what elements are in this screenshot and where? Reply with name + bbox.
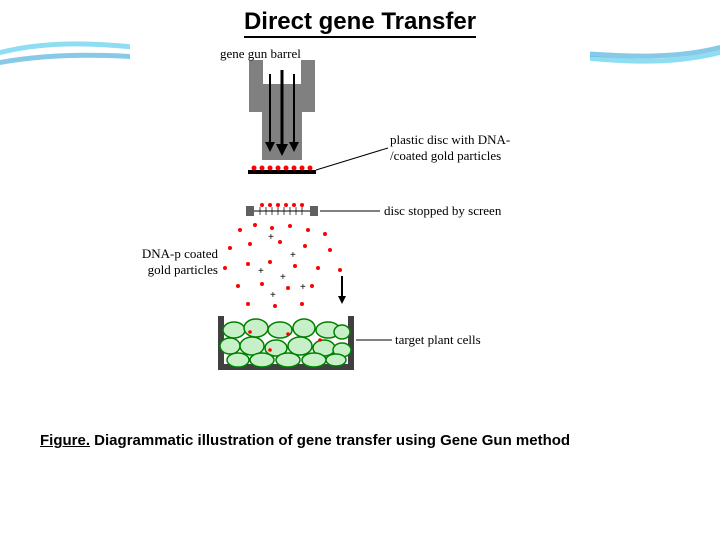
caption-figure-word: Figure. [40, 432, 90, 449]
svg-text:+: + [280, 272, 286, 283]
svg-text:+: + [270, 290, 276, 301]
label-dna-particles: DNA-p coated gold particles [110, 246, 218, 278]
label-target-cells: target plant cells [395, 332, 481, 348]
screen-shape [246, 203, 318, 216]
svg-text:+: + [268, 232, 274, 243]
title-text: Direct gene Transfer [244, 8, 476, 38]
svg-text:+: + [290, 250, 296, 261]
gene-gun-diagram: + + + + + + [130, 40, 590, 420]
falling-particles: + + + + + + [223, 223, 346, 308]
page-title: Direct gene Transfer [0, 8, 720, 36]
figure-caption: Figure. Diagrammatic illustration of gen… [40, 432, 570, 449]
label-screen: disc stopped by screen [384, 203, 501, 219]
gun-barrel-shape [249, 60, 315, 160]
plastic-disc-shape [248, 166, 316, 175]
label-gun-barrel: gene gun barrel [220, 46, 301, 62]
dish-shape [218, 316, 354, 370]
caption-body: Diagrammatic illustration of gene transf… [90, 432, 570, 449]
svg-text:+: + [300, 282, 306, 293]
label-plastic-disc: plastic disc with DNA- /coated gold part… [390, 132, 510, 164]
svg-text:+: + [258, 266, 264, 277]
